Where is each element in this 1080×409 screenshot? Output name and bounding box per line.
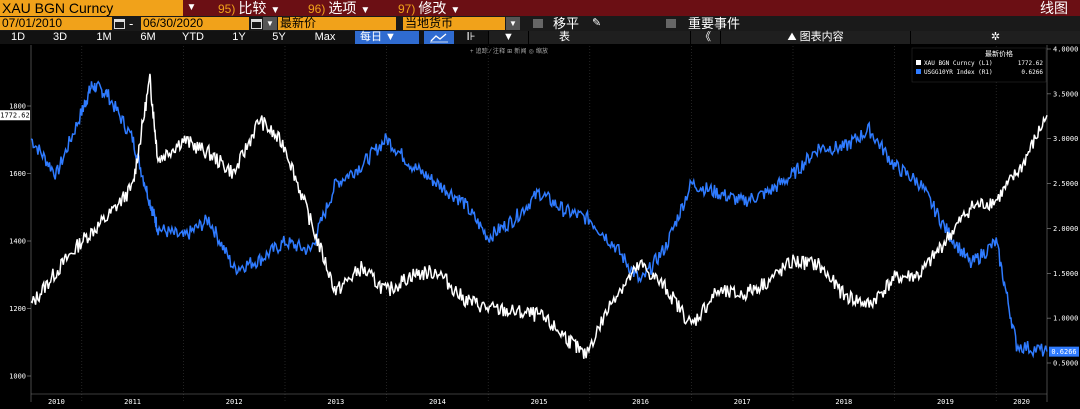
calendar-icon[interactable]	[114, 18, 125, 29]
legend-value-xau: 1772.62	[1018, 60, 1044, 67]
x-tick-label: 2014	[429, 398, 446, 406]
gear-icon: ✲	[990, 31, 1001, 43]
table-button[interactable]: 表	[528, 31, 600, 44]
chart-tool-hints: + 追踪 ⁄ 注释 ⊞ 新闻 ◎ 缩放	[470, 49, 549, 55]
x-axis-ticks: 2010 2011 2012 2013 2014 2015 2016 2017 2018 2019…	[48, 398, 1030, 406]
right-tick-label: 2.5000	[1053, 180, 1078, 188]
x-tick-label: 2012	[226, 398, 243, 406]
series-layer	[30, 73, 1048, 359]
date-range-row: 07/01/2010 - 06/30/2020 ▼ 最新价 当地货币 ▼ 移平 …	[0, 16, 1080, 31]
right-tick-label: 2.0000	[1053, 225, 1078, 233]
period-toolbar: 1D 3D 1M 6M YTD 1Y 5Y Max 每日 ▼ Ⅰ⊦ ▼ 表 《 …	[0, 31, 1080, 44]
start-date-input[interactable]: 07/01/2010	[0, 17, 112, 30]
right-tick-label: 1.5000	[1053, 270, 1078, 278]
chart-style-dropdown[interactable]: ▼	[488, 31, 528, 44]
usgg-last-label: 0.6266	[1051, 348, 1076, 356]
period-5y[interactable]: 5Y	[272, 31, 286, 43]
settings-button[interactable]: ✲	[910, 31, 1080, 44]
right-tick-label: 4.0000	[1053, 46, 1078, 54]
last-value-badges: 1772.62 0.6266	[0, 110, 1079, 357]
menu-edit[interactable]: 97) 修改 ▼	[398, 0, 461, 16]
frequency-select[interactable]: 每日 ▼	[355, 31, 419, 44]
legend-title: 最新价格	[985, 49, 1013, 58]
chart-content-icon: ⛰	[787, 31, 797, 43]
date-range-dash: -	[129, 16, 134, 31]
right-tick-label: 1.0000	[1053, 315, 1078, 323]
calendar-icon[interactable]	[251, 18, 262, 29]
x-tick-label: 2020	[1013, 398, 1030, 406]
x-tick-label: 2015	[531, 398, 548, 406]
chart-content-button[interactable]: ⛰ 图表内容	[720, 31, 910, 44]
left-tick-label: 1600	[9, 170, 26, 178]
currency-dropdown-caret[interactable]: ▼	[506, 17, 520, 30]
left-tick-label: 1400	[9, 238, 26, 246]
right-tick-label: 3.5000	[1053, 90, 1078, 98]
field-select[interactable]: 最新价	[278, 17, 396, 30]
period-6m[interactable]: 6M	[140, 31, 156, 43]
price-chart[interactable]: 1000 1200 1400 1600 1800 0.5000 1.0000 1.5000 2…	[0, 44, 1080, 409]
legend-swatch-xau	[916, 60, 921, 65]
period-1y[interactable]: 1Y	[232, 31, 246, 43]
top-menu-bar: XAU BGN Curncy ▼ 95) 比较 ▼ 96) 选项 ▼ 97) 修改 ▼ 线图	[0, 0, 1080, 16]
left-tick-label: 1800	[9, 103, 26, 111]
legend-swatch-usgg	[916, 69, 921, 74]
menu-options[interactable]: 96) 选项 ▼	[308, 0, 371, 16]
legend: 最新价格 XAU BGN Curncy (L1) 1772.62 USGG10Y…	[911, 47, 1047, 83]
x-tick-label: 2011	[124, 398, 141, 406]
x-tick-label: 2013	[327, 398, 344, 406]
bar-chart-icon[interactable]: Ⅰ⊦	[466, 31, 476, 43]
chart-type-label: 线图	[1040, 0, 1068, 16]
events-checkbox[interactable]	[666, 19, 676, 28]
collapse-button[interactable]: 《	[690, 31, 720, 44]
period-1m[interactable]: 1M	[96, 31, 112, 43]
right-tick-label: 0.5000	[1053, 360, 1078, 368]
x-tick-label: 2018	[835, 398, 852, 406]
legend-name-usgg: USGG10YR Index (R1)	[924, 69, 993, 76]
series-line-usgg10yr	[30, 80, 1048, 359]
left-tick-label: 1000	[9, 373, 26, 381]
legend-name-xau: XAU BGN Curncy (L1)	[924, 60, 993, 67]
end-date-input[interactable]: 06/30/2020	[141, 17, 249, 30]
grid	[81, 46, 997, 402]
x-tick-label: 2019	[937, 398, 954, 406]
x-tick-label: 2010	[48, 398, 65, 406]
table-spacer	[600, 31, 690, 44]
usgg-last-badge	[1049, 346, 1079, 357]
right-axis-ticks: 0.5000 1.0000 1.5000 2.0000 2.5000 3.0000 3.50…	[1047, 46, 1078, 368]
line-chart-icon[interactable]	[424, 31, 454, 44]
right-tick-label: 3.0000	[1053, 135, 1078, 143]
period-ytd[interactable]: YTD	[182, 31, 204, 43]
period-3d[interactable]: 3D	[52, 31, 68, 43]
series-line-xau	[30, 73, 1048, 359]
x-tick-label: 2016	[632, 398, 649, 406]
legend-value-usgg: 0.6266	[1021, 69, 1043, 76]
legend-box	[911, 47, 1047, 83]
pencil-icon[interactable]: ✎	[592, 17, 602, 29]
move-checkbox[interactable]	[533, 19, 543, 28]
period-max[interactable]: Max	[314, 31, 336, 43]
date-dropdown-caret[interactable]: ▼	[263, 17, 277, 30]
menu-compare[interactable]: 95) 比较 ▼	[218, 0, 281, 16]
events-label: 重要事件	[688, 16, 741, 31]
ticker-field[interactable]: XAU BGN Curncy	[0, 0, 183, 16]
move-label: 移平	[553, 16, 580, 31]
xau-last-label: 1772.62	[0, 112, 30, 120]
xau-last-badge	[0, 110, 30, 121]
ticker-dropdown-caret[interactable]: ▼	[186, 2, 197, 13]
period-1d[interactable]: 1D	[10, 31, 26, 43]
left-axis-ticks: 1000 1200 1400 1600 1800	[9, 103, 31, 381]
x-tick-label: 2017	[734, 398, 751, 406]
left-tick-label: 1200	[9, 305, 26, 313]
currency-select[interactable]: 当地货币	[403, 17, 505, 30]
